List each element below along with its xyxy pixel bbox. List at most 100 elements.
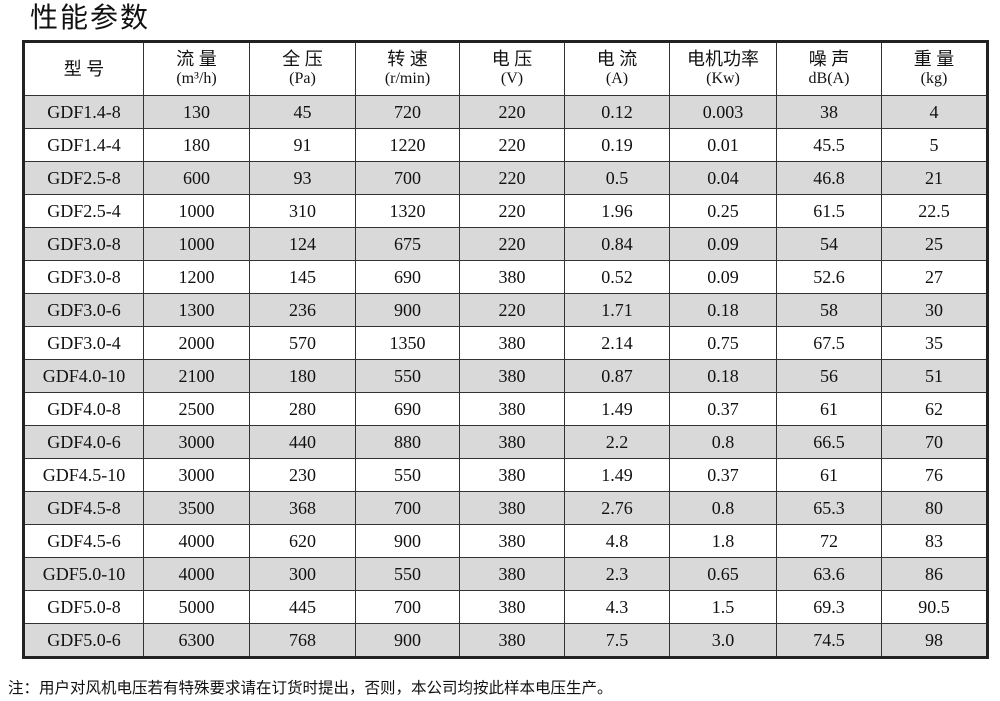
table-row: GDF2.5-8 600 93 700 220 0.5 0.04 46.8 21 [23,161,988,195]
table-cell: 4.8 [564,524,670,558]
table-cell: 3500 [143,491,250,525]
table-row: GDF5.0-8 5000 445 700 380 4.3 1.5 69.3 90.5 [23,590,988,624]
header-label: 噪 声 [808,49,850,69]
table-cell: 380 [459,524,565,558]
table-row: GDF4.0-8 2500 280 690 380 1.49 0.37 61 62 [23,392,988,426]
header-label: 电机功率 [687,49,759,69]
table-cell: GDF5.0-10 [23,557,144,591]
table-cell: 66.5 [776,425,882,459]
table-cell: 380 [459,392,565,426]
table-cell: 0.18 [669,293,777,327]
table-cell: 86 [881,557,988,591]
table-cell: 2.14 [564,326,670,360]
table-cell: 380 [459,359,565,393]
table-cell: 61.5 [776,194,882,228]
table-cell: 145 [249,260,356,294]
table-cell: 600 [143,161,250,195]
column-header: 流 量 (m³/h) [143,41,250,96]
table-cell: 310 [249,194,356,228]
table-cell: 220 [459,194,565,228]
table-cell: 0.75 [669,326,777,360]
table-cell: 21 [881,161,988,195]
header-unit: (A) [605,70,629,87]
table-cell: 25 [881,227,988,261]
table-cell: 52.6 [776,260,882,294]
table-cell: 0.04 [669,161,777,195]
table-cell: 700 [355,491,460,525]
table-row: GDF3.0-4 2000 570 1350 380 2.14 0.75 67.5 35 [23,326,988,360]
table-cell: 0.01 [669,128,777,162]
table-row: GDF4.0-10 2100 180 550 380 0.87 0.18 56 51 [23,359,988,393]
table-cell: 1.8 [669,524,777,558]
table-cell: 67.5 [776,326,882,360]
table-cell: 5000 [143,590,250,624]
table-cell: GDF4.0-8 [23,392,144,426]
table-cell: 1000 [143,194,250,228]
footnote: 注：用户对风机电压若有特殊要求请在订货时提出，否则，本公司均按此样本电压生产。 [8,679,613,697]
table-cell: 69.3 [776,590,882,624]
table-cell: 0.84 [564,227,670,261]
table-row: GDF3.0-8 1000 124 675 220 0.84 0.09 54 25 [23,227,988,261]
header-unit: (m³/h) [176,70,217,87]
header-unit: (kg) [920,70,948,87]
table-cell: 1.96 [564,194,670,228]
table-cell: 180 [143,128,250,162]
table-cell: 35 [881,326,988,360]
column-header: 重 量 (kg) [881,41,988,96]
table-cell: 720 [355,95,460,129]
table-cell: 550 [355,359,460,393]
table-row: GDF5.0-10 4000 300 550 380 2.3 0.65 63.6 86 [23,557,988,591]
table-cell: GDF4.0-6 [23,425,144,459]
header-unit: (Pa) [289,70,316,87]
table-cell: 3000 [143,458,250,492]
table-cell: GDF3.0-8 [23,260,144,294]
table-cell: 65.3 [776,491,882,525]
column-header: 电 压 (V) [459,41,565,96]
table-cell: 900 [355,524,460,558]
table-cell: 0.65 [669,557,777,591]
table-cell: 380 [459,557,565,591]
table-cell: 445 [249,590,356,624]
table-cell: 45.5 [776,128,882,162]
table-cell: 4.3 [564,590,670,624]
table-cell: 368 [249,491,356,525]
table-cell: 220 [459,293,565,327]
table-cell: 45 [249,95,356,129]
table-header: 型 号流 量 (m³/h) 全 压 (Pa) 转 速 (r/min) 电 压 (V) 电 流 (A… [23,41,988,96]
table-cell: 2000 [143,326,250,360]
table-cell: 0.5 [564,161,670,195]
table-cell: 280 [249,392,356,426]
table-cell: 130 [143,95,250,129]
table-cell: 80 [881,491,988,525]
table-cell: 550 [355,557,460,591]
table-cell: 570 [249,326,356,360]
table-cell: 300 [249,557,356,591]
table-cell: 220 [459,161,565,195]
table-cell: GDF4.5-8 [23,491,144,525]
table-cell: 236 [249,293,356,327]
column-header: 噪 声 dB(A) [776,41,882,96]
table-cell: 220 [459,227,565,261]
header-unit: dB(A) [808,70,850,87]
table-row: GDF4.5-6 4000 620 900 380 4.8 1.8 72 83 [23,524,988,558]
table-cell: 90.5 [881,590,988,624]
performance-table: 型 号流 量 (m³/h) 全 压 (Pa) 转 速 (r/min) 电 压 (V) 电 流 (A… [22,40,989,659]
table-cell: 30 [881,293,988,327]
table-cell: 22.5 [881,194,988,228]
table-cell: 7.5 [564,623,670,658]
table-cell: 1320 [355,194,460,228]
table-cell: 124 [249,227,356,261]
table-cell: GDF5.0-6 [23,623,144,658]
table-cell: 380 [459,260,565,294]
table-cell: 0.12 [564,95,670,129]
table-cell: 880 [355,425,460,459]
table-cell: 380 [459,458,565,492]
table-cell: 220 [459,128,565,162]
table-cell: GDF2.5-8 [23,161,144,195]
table-cell: 380 [459,590,565,624]
table-cell: 1000 [143,227,250,261]
table-cell: 0.003 [669,95,777,129]
table-cell: 1220 [355,128,460,162]
table-cell: 380 [459,326,565,360]
table-cell: 70 [881,425,988,459]
